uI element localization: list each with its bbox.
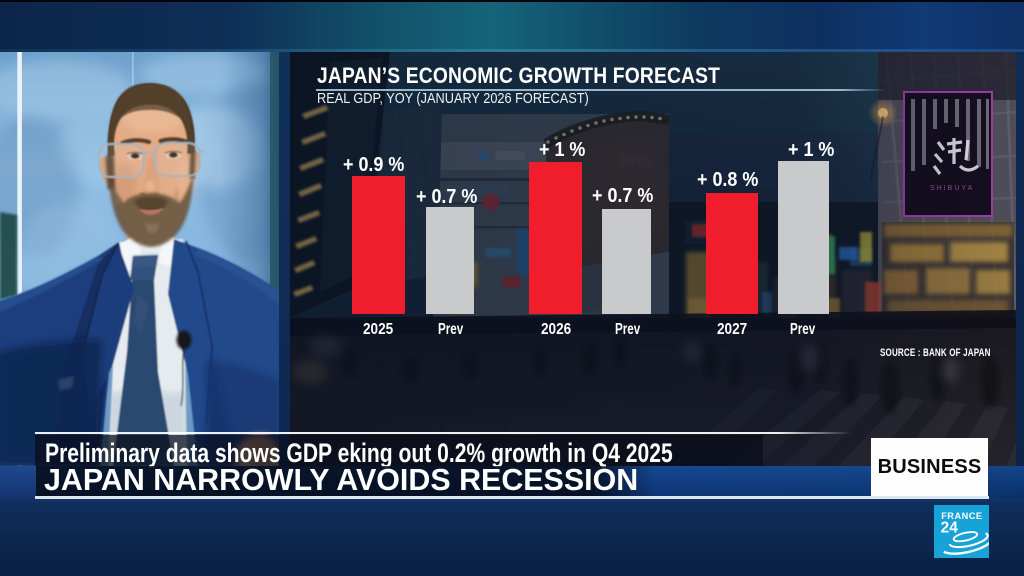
svg-text:FRANCE: FRANCE (941, 511, 982, 521)
svg-text:24: 24 (941, 519, 959, 536)
